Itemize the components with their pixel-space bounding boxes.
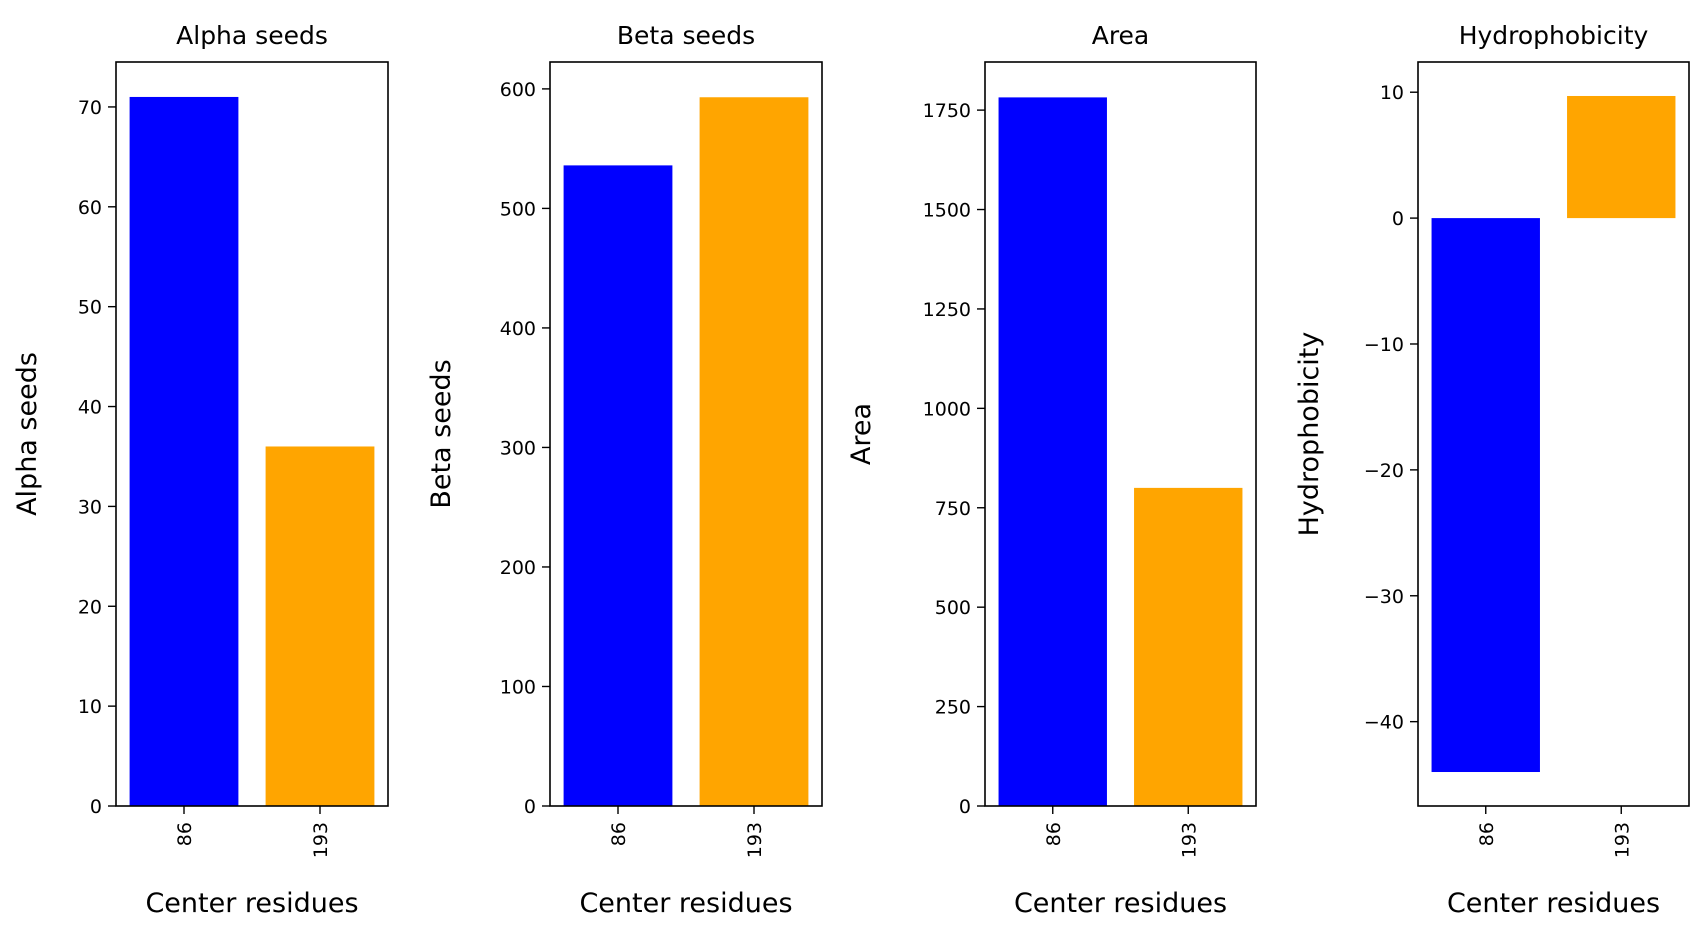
- alpha-seeds-bar-193: [265, 446, 375, 806]
- area-xtick-label: 193: [1178, 822, 1200, 858]
- area-panel: 0 250 500 750 1000 1250 1500 1750 86 193 Area Cente…: [846, 21, 1257, 919]
- hydrophobicity-ytick-label: −30: [1364, 586, 1404, 608]
- hydrophobicity-ytick-label: 10: [1380, 82, 1404, 104]
- hydrophobicity-x-axis-label: Center residues: [1447, 888, 1660, 919]
- alpha-seeds-ytick-label: 30: [78, 496, 102, 518]
- alpha-seeds-ytick-label: 70: [78, 97, 102, 119]
- beta-seeds-xtick-label: 193: [744, 822, 766, 858]
- alpha-seeds-panel: 0 10 20 30 40 50 60 70 86 193 Alpha seeds Center re…: [12, 21, 389, 919]
- area-ytick-label: 250: [935, 697, 971, 719]
- area-x-axis-label: Center residues: [1014, 888, 1227, 919]
- area-y-axis-label: Area: [846, 403, 877, 465]
- area-ytick-label: 1500: [923, 200, 971, 222]
- beta-seeds-x-axis-label: Center residues: [579, 888, 792, 919]
- hydrophobicity-xtick-label: 193: [1611, 822, 1633, 858]
- beta-seeds-axes-frame: [549, 61, 823, 807]
- beta-seeds-ytick-label: 200: [500, 557, 536, 579]
- hydrophobicity-ytick-label: −20: [1364, 460, 1404, 482]
- hydrophobicity-ytick-label: 0: [1392, 208, 1404, 230]
- hydrophobicity-ytick-label: −40: [1364, 712, 1404, 734]
- area-title: Area: [1092, 21, 1150, 50]
- alpha-seeds-ytick-label: 60: [78, 197, 102, 219]
- beta-seeds-y-axis-label: Beta seeds: [426, 359, 457, 508]
- hydrophobicity-y-axis-label: Hydrophobicity: [1294, 332, 1325, 537]
- beta-seeds-ytick-label: 500: [500, 198, 536, 220]
- alpha-seeds-xtick-label: 86: [174, 822, 196, 846]
- alpha-seeds-xtick-label: 193: [310, 822, 332, 858]
- hydrophobicity-xtick-label: 86: [1476, 822, 1498, 846]
- area-xtick-label: 86: [1043, 822, 1065, 846]
- area-ytick-label: 500: [935, 597, 971, 619]
- alpha-seeds-ytick-label: 50: [78, 297, 102, 319]
- beta-seeds-ytick-label: 0: [524, 796, 536, 818]
- hydrophobicity-bar-193: [1567, 95, 1676, 219]
- area-ytick-label: 1000: [923, 398, 971, 420]
- hydrophobicity-panel: 10 0 −10 −20 −30 −40 86 193 Hydrophobicity Center…: [1294, 21, 1690, 919]
- alpha-seeds-ytick-label: 0: [90, 796, 102, 818]
- beta-seeds-ytick-label: 600: [500, 79, 536, 101]
- area-ytick-label: 0: [959, 796, 971, 818]
- area-ytick-label: 1250: [923, 299, 971, 321]
- alpha-seeds-ytick-label: 10: [78, 696, 102, 718]
- beta-seeds-xtick-label: 86: [608, 822, 630, 846]
- beta-seeds-bar-193: [699, 97, 809, 807]
- area-ytick-label: 750: [935, 498, 971, 520]
- beta-seeds-ytick-label: 400: [500, 318, 536, 340]
- hydrophobicity-ytick-label: −10: [1364, 334, 1404, 356]
- alpha-seeds-bar-86: [129, 96, 239, 807]
- alpha-seeds-title: Alpha seeds: [176, 21, 328, 50]
- alpha-seeds-axes-frame: [115, 61, 389, 807]
- area-axes-frame: [984, 61, 1257, 807]
- hydrophobicity-bar-86: [1431, 218, 1540, 773]
- beta-seeds-ytick-label: 300: [500, 437, 536, 459]
- alpha-seeds-x-axis-label: Center residues: [145, 888, 358, 919]
- hydrophobicity-axes-frame: [1417, 61, 1690, 807]
- beta-seeds-panel: 0 100 200 300 400 500 600 86 193 Beta seeds Center…: [426, 21, 823, 919]
- alpha-seeds-y-axis-label: Alpha seeds: [12, 352, 43, 516]
- hydrophobicity-title: Hydrophobicity: [1459, 21, 1649, 50]
- beta-seeds-bar-86: [563, 165, 673, 807]
- area-ytick-label: 1750: [923, 100, 971, 122]
- area-bar-86: [998, 97, 1107, 807]
- alpha-seeds-ytick-label: 20: [78, 596, 102, 618]
- area-bar-193: [1134, 487, 1243, 806]
- beta-seeds-title: Beta seeds: [617, 21, 755, 50]
- alpha-seeds-ytick-label: 40: [78, 397, 102, 419]
- beta-seeds-ytick-label: 100: [500, 676, 536, 698]
